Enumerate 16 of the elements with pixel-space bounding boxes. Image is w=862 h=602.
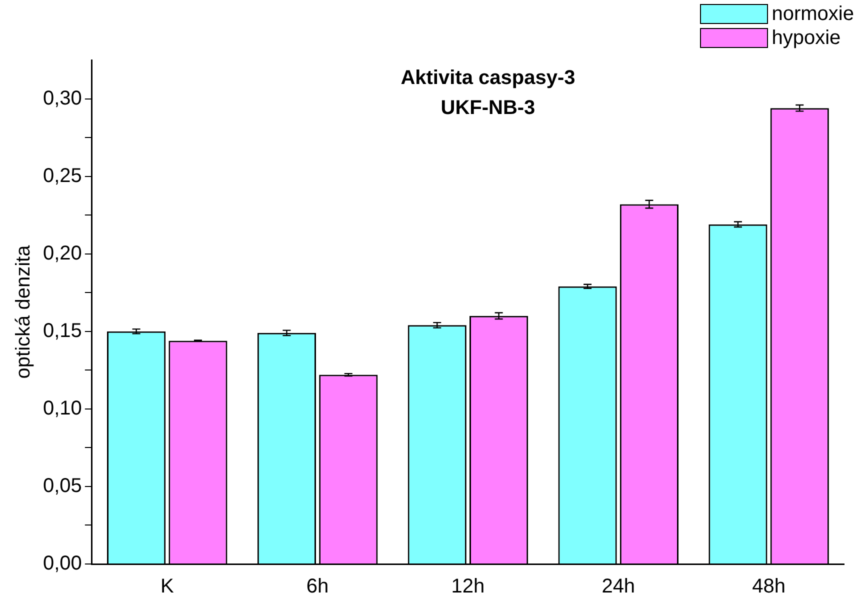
x-tick-label: 48h <box>752 576 786 598</box>
x-tick-label: 6h <box>306 576 329 598</box>
x-tick-label: K <box>160 576 174 598</box>
y-tick-label: 0,10 <box>42 397 82 420</box>
legend-label: normoxie <box>772 2 854 26</box>
text: Aktivita caspasy-3 UKF-NB-3 <box>400 67 576 119</box>
y-axis-title: optická denzita <box>12 244 35 379</box>
x-tick-label: 12h <box>451 576 485 598</box>
y-tick-label: 0,25 <box>42 164 82 187</box>
y-tick-label: 0,05 <box>42 474 82 497</box>
y-tick-label: 0,00 <box>42 552 82 575</box>
y-tick-label: 0,15 <box>42 320 82 342</box>
y-tick-label: 0,20 <box>42 242 82 264</box>
x-tick-label: 24h <box>602 576 636 598</box>
legend-label: hypoxie <box>772 26 841 50</box>
y-tick-label: 0,30 <box>42 87 82 110</box>
